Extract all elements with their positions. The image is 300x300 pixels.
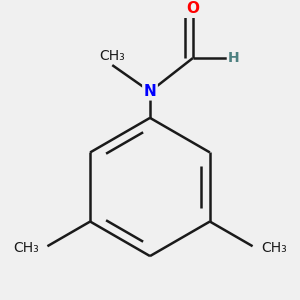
Text: O: O <box>186 1 199 16</box>
Text: CH₃: CH₃ <box>99 50 125 64</box>
Text: N: N <box>144 84 156 99</box>
Text: CH₃: CH₃ <box>14 241 39 255</box>
Text: H: H <box>228 51 240 65</box>
Text: CH₃: CH₃ <box>261 241 286 255</box>
